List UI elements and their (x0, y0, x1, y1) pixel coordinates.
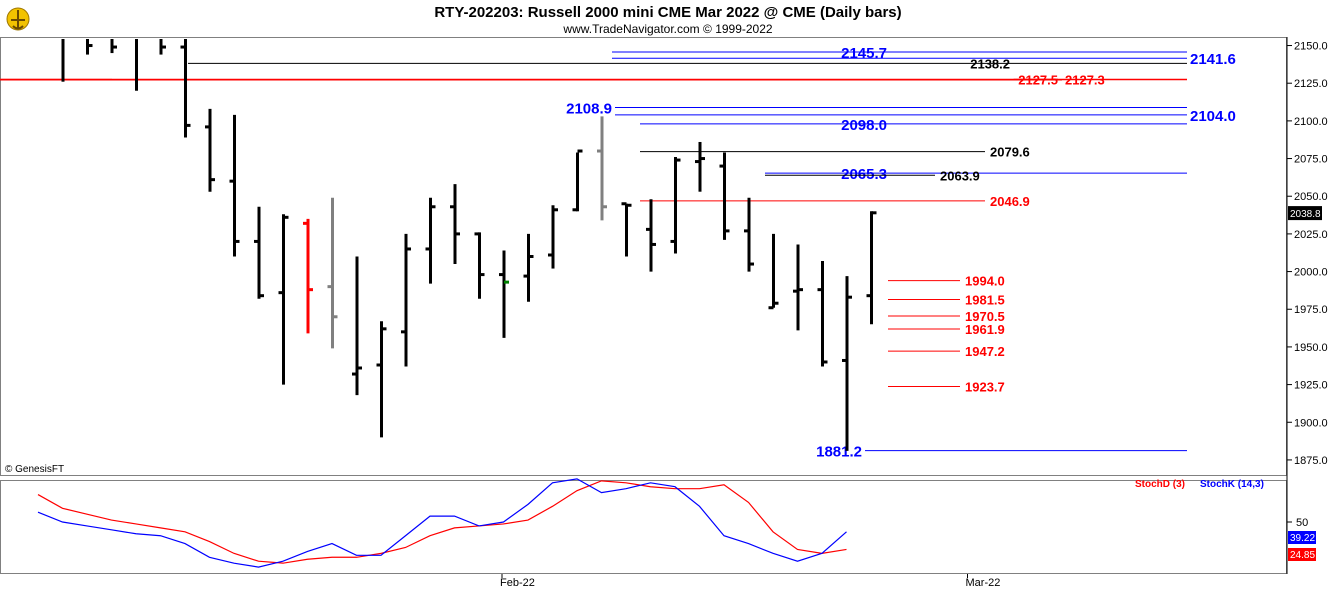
price-bar[interactable] (110, 39, 117, 54)
price-bar[interactable] (768, 233, 779, 310)
price-bar[interactable] (352, 256, 362, 396)
legend-stochk: StochK (14,3) (1200, 479, 1264, 490)
level-label: 1994.0 (965, 274, 1005, 289)
legend-stochd: StochD (3) (1135, 479, 1185, 490)
level-label: 2065.3 (841, 166, 887, 183)
price-bar[interactable] (205, 108, 215, 192)
price-tick-label: 1900.0 (1294, 417, 1328, 429)
level-label: 1961.9 (965, 322, 1005, 337)
price-tick-label: 1950.0 (1294, 342, 1328, 354)
price-bar[interactable] (401, 233, 411, 367)
price-bar[interactable] (548, 205, 558, 269)
price-tick-label: 1975.0 (1294, 304, 1328, 316)
stochk-value: 39.22 (1290, 533, 1315, 544)
level-label: 1923.7 (965, 380, 1005, 395)
navigator-logo-icon (6, 7, 30, 31)
price-bar[interactable] (817, 261, 828, 367)
price-bar[interactable] (523, 233, 534, 302)
price-tick-label: 2150.0 (1294, 41, 1328, 53)
price-bar[interactable] (695, 141, 705, 192)
level-label: 2138.2 (970, 56, 1010, 71)
price-bar[interactable] (303, 218, 313, 334)
stochd-line (37, 480, 847, 564)
price-bar[interactable] (86, 39, 93, 55)
stoch-tick-label: 50 (1296, 517, 1308, 529)
price-tick-label: 2000.0 (1294, 267, 1328, 279)
price-bar[interactable] (327, 197, 338, 349)
price-bar[interactable] (646, 199, 656, 272)
price-bar[interactable] (450, 184, 460, 265)
price-bar[interactable] (425, 197, 436, 284)
level-label: 1881.2 (816, 444, 862, 461)
price-bar[interactable] (597, 116, 607, 221)
level-label: 1947.2 (965, 344, 1005, 359)
price-tick-label: 1925.0 (1294, 380, 1328, 392)
level-label: 2127.3 (1065, 73, 1105, 88)
price-bar[interactable] (572, 149, 583, 212)
price-bar[interactable] (499, 250, 509, 338)
chart-subtitle: www.TradeNavigator.com © 1999-2022 (562, 22, 772, 36)
price-bar[interactable] (621, 202, 632, 257)
price-tick-label: 2100.0 (1294, 116, 1328, 128)
chart-title: RTY-202203: Russell 2000 mini CME Mar 20… (434, 4, 901, 21)
date-tick-label: Mar-22 (966, 577, 1001, 589)
level-label: 2079.6 (990, 145, 1030, 160)
price-bar[interactable] (229, 114, 240, 257)
level-label: 1981.5 (965, 292, 1005, 307)
price-bar[interactable] (842, 276, 852, 451)
price-bar[interactable] (376, 321, 387, 438)
price-bar[interactable] (744, 197, 754, 272)
price-bar[interactable] (180, 39, 191, 138)
price-tick-label: 2125.0 (1294, 78, 1328, 90)
price-tick-label: 2050.0 (1294, 191, 1328, 203)
watermark: © GenesisFT (5, 464, 64, 475)
level-label: 2145.7 (841, 45, 887, 62)
level-label: 2141.6 (1190, 51, 1236, 68)
stochd-value: 24.85 (1290, 550, 1315, 561)
price-bar[interactable] (254, 206, 264, 299)
level-label: 2063.9 (940, 168, 980, 183)
level-label: 2108.9 (566, 100, 612, 117)
last-price-label: 2038.8 (1290, 209, 1321, 220)
price-bar[interactable] (793, 244, 803, 331)
price-tick-label: 1875.0 (1294, 455, 1328, 467)
date-tick-label: Feb-22 (500, 577, 535, 589)
price-bar[interactable] (159, 39, 166, 55)
price-bar[interactable] (278, 214, 289, 385)
stochd-value-box (1288, 548, 1316, 561)
price-bar[interactable] (866, 211, 877, 325)
last-price-box (1288, 206, 1322, 221)
price-tick-label: 2025.0 (1294, 229, 1328, 241)
price-bar[interactable] (474, 232, 485, 299)
stochk-value-box (1288, 531, 1316, 544)
stochk-line (37, 478, 847, 568)
level-label: 1970.5 (965, 309, 1005, 324)
price-tick-label: 2075.0 (1294, 154, 1328, 166)
level-label: 2046.9 (990, 194, 1030, 209)
level-label: 2104.0 (1190, 108, 1236, 125)
price-bar[interactable] (719, 152, 730, 240)
level-label: 2098.0 (841, 117, 887, 134)
price-bar[interactable] (670, 157, 681, 254)
